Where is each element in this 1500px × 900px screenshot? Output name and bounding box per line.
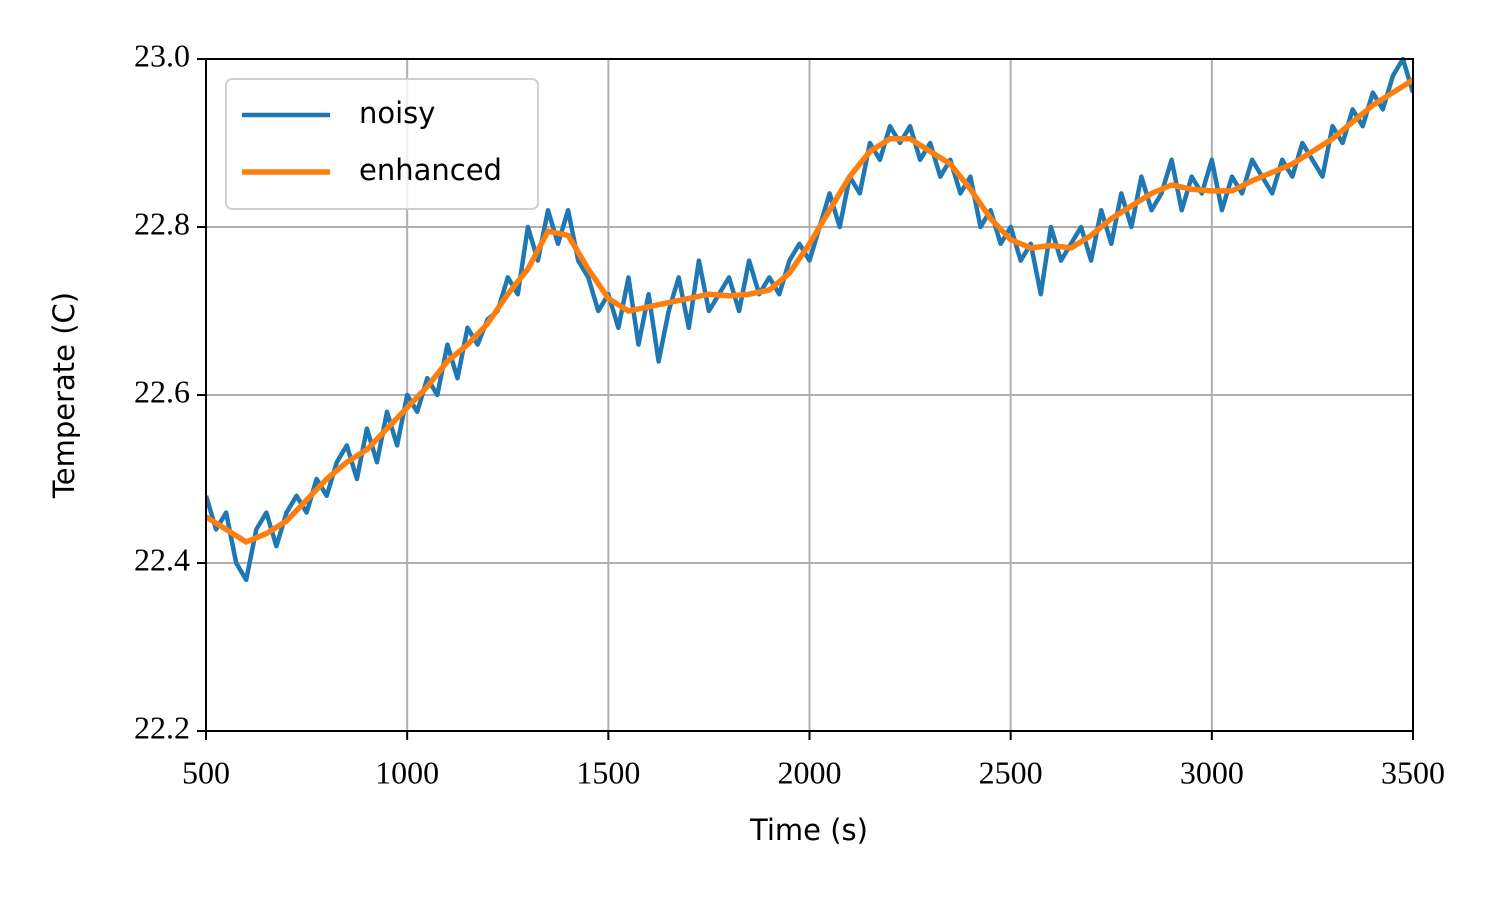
y-axis-label: Temperate (C) — [47, 292, 81, 499]
plot-frame — [205, 58, 1414, 732]
y-tick-label: 22.6 — [134, 373, 190, 409]
legend-label: noisy — [359, 96, 435, 130]
y-tick-label: 22.2 — [134, 709, 190, 745]
x-tick-label: 2500 — [979, 754, 1043, 790]
x-tick-label: 1000 — [375, 754, 439, 790]
y-tick-label: 23.0 — [134, 37, 190, 73]
x-axis-label: Time (s) — [749, 813, 868, 847]
x-tick-label: 3000 — [1180, 754, 1244, 790]
x-tick-label: 3500 — [1381, 754, 1445, 790]
line-series — [206, 56, 1413, 583]
y-tick-label: 22.4 — [134, 541, 190, 577]
y-tick-label: 22.8 — [134, 205, 190, 241]
x-tick-label: 500 — [182, 754, 230, 790]
line-series — [206, 77, 1413, 545]
legend-label: enhanced — [359, 153, 502, 187]
x-tick-label: 2000 — [778, 754, 842, 790]
legend-box — [225, 78, 539, 210]
x-tick-label: 1500 — [576, 754, 640, 790]
